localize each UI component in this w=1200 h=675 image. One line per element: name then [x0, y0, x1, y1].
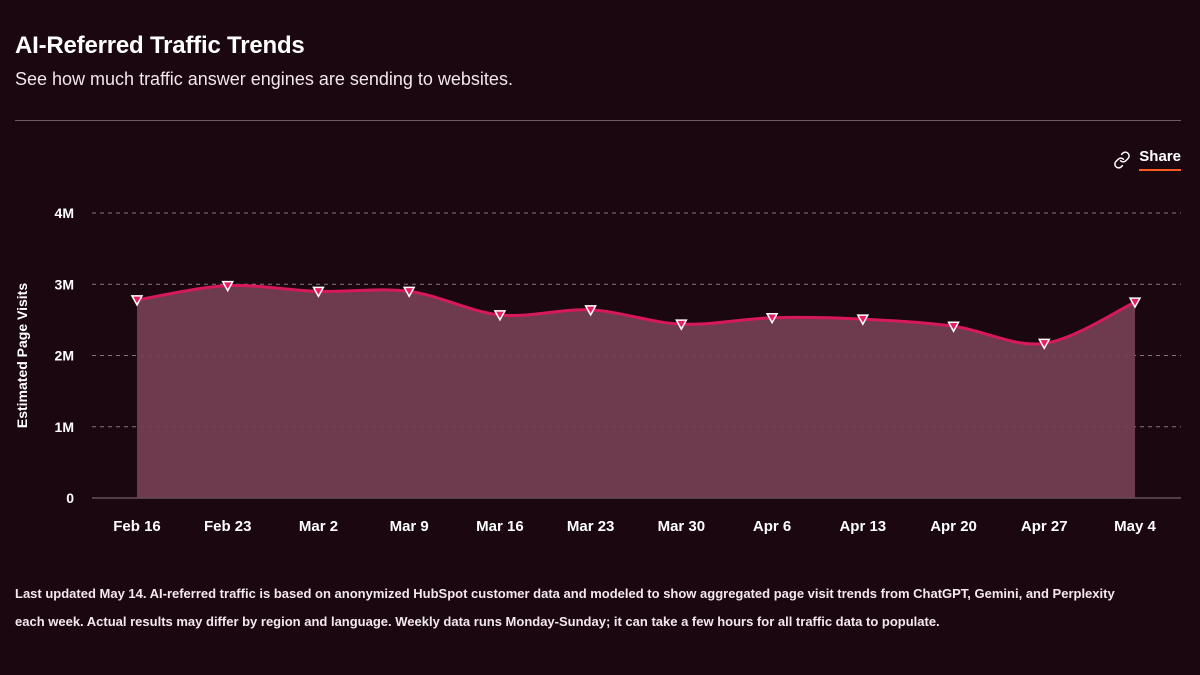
- data-point-marker: [221, 280, 235, 293]
- data-point-marker: [402, 286, 416, 298]
- x-tick-label: Apr 13: [839, 518, 886, 535]
- series-line: [136, 283, 1136, 346]
- y-tick-label: 1M: [55, 419, 74, 435]
- y-tick-label: 0: [66, 490, 74, 506]
- data-point-marker: [493, 310, 507, 322]
- data-point-marker: [1037, 338, 1051, 350]
- header-divider: [15, 120, 1181, 121]
- y-tick-label: 4M: [55, 205, 74, 221]
- x-tick-label: Mar 23: [567, 518, 615, 535]
- page-subtitle: See how much traffic answer engines are …: [15, 69, 513, 89]
- y-axis-label: Estimated Page Visits: [14, 283, 30, 428]
- data-point-marker: [765, 312, 779, 325]
- y-tick-label: 3M: [55, 276, 74, 292]
- x-tick-label: Feb 23: [204, 518, 252, 535]
- data-point-marker: [130, 295, 144, 307]
- link-icon: [1113, 150, 1131, 169]
- traffic-area-chart: 0 1M 2M 3M 4M Estimated Page Visits Feb 16 Feb …: [14, 205, 1181, 535]
- share-label: Share: [1139, 148, 1181, 171]
- x-tick-label: Mar 16: [476, 518, 524, 535]
- footnote-line-1: Last updated May 14. AI-referred traffic…: [15, 586, 1115, 601]
- share-button[interactable]: Share: [1113, 148, 1181, 171]
- x-tick-label: Apr 20: [930, 518, 977, 535]
- footnote-line-2: each week. Actual results may differ by …: [15, 614, 940, 629]
- footnote: Last updated May 14. AI-referred traffic…: [15, 580, 1185, 636]
- data-point-marker: [856, 314, 870, 326]
- area-fill: [137, 285, 1135, 498]
- y-tick-label: 2M: [55, 348, 74, 364]
- data-point-marker: [675, 319, 688, 331]
- x-tick-label: Apr 27: [1021, 518, 1068, 535]
- data-point-marker: [312, 286, 325, 298]
- x-tick-label: Mar 2: [299, 518, 338, 535]
- data-point-marker: [1128, 297, 1142, 309]
- page-title: AI-Referred Traffic Trends: [15, 32, 305, 59]
- x-tick-label: Feb 16: [113, 518, 161, 535]
- data-point-marker: [584, 305, 597, 317]
- data-point-marker: [947, 321, 960, 333]
- x-tick-label: May 4: [1114, 518, 1156, 535]
- x-tick-label: Mar 30: [658, 518, 706, 535]
- x-tick-label: Apr 6: [753, 518, 791, 535]
- x-tick-label: Mar 9: [390, 518, 429, 535]
